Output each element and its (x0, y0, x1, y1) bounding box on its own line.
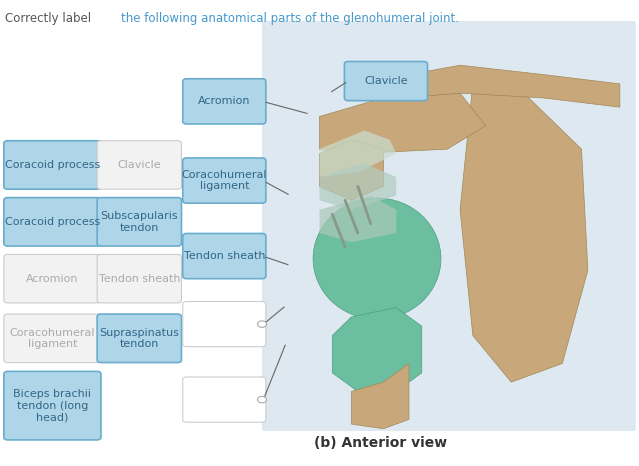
FancyBboxPatch shape (4, 314, 101, 363)
Ellipse shape (313, 198, 441, 319)
Text: Clavicle: Clavicle (118, 160, 161, 170)
Text: Coracohumeral
ligament: Coracohumeral ligament (181, 170, 267, 192)
FancyBboxPatch shape (4, 371, 101, 440)
FancyBboxPatch shape (97, 198, 181, 246)
Text: Tendon sheath: Tendon sheath (98, 274, 180, 284)
FancyBboxPatch shape (4, 254, 101, 303)
Text: Coracoid process: Coracoid process (4, 160, 100, 170)
FancyBboxPatch shape (183, 158, 266, 203)
FancyBboxPatch shape (97, 254, 181, 303)
Text: Coracoid process: Coracoid process (4, 217, 100, 227)
Polygon shape (403, 65, 620, 107)
FancyBboxPatch shape (183, 233, 266, 279)
FancyBboxPatch shape (262, 21, 636, 431)
Text: Tendon sheath: Tendon sheath (183, 251, 265, 261)
Text: Clavicle: Clavicle (364, 76, 408, 86)
FancyBboxPatch shape (4, 198, 101, 246)
Polygon shape (351, 363, 409, 429)
FancyBboxPatch shape (183, 302, 266, 347)
Polygon shape (320, 196, 396, 242)
Text: Biceps brachii
tendon (long
head): Biceps brachii tendon (long head) (13, 389, 91, 422)
FancyBboxPatch shape (183, 377, 266, 422)
Polygon shape (320, 130, 396, 177)
Text: the following anatomical parts of the glenohumeral joint.: the following anatomical parts of the gl… (121, 12, 459, 25)
FancyBboxPatch shape (344, 62, 427, 101)
FancyBboxPatch shape (97, 141, 181, 189)
Text: Coracohumeral
ligament: Coracohumeral ligament (10, 328, 95, 349)
Circle shape (258, 321, 266, 327)
FancyBboxPatch shape (4, 141, 101, 189)
Text: Supraspinatus
tendon: Supraspinatus tendon (100, 328, 179, 349)
Text: Correctly label: Correctly label (5, 12, 95, 25)
Text: Acromion: Acromion (26, 274, 79, 284)
FancyBboxPatch shape (97, 314, 181, 363)
Polygon shape (320, 93, 486, 154)
Text: Acromion: Acromion (198, 96, 250, 106)
Polygon shape (460, 84, 588, 382)
FancyBboxPatch shape (183, 79, 266, 124)
Polygon shape (320, 140, 383, 200)
Circle shape (258, 396, 266, 403)
Polygon shape (332, 308, 422, 391)
Text: (b) Anterior view: (b) Anterior view (314, 436, 447, 450)
Text: Subscapularis
tendon: Subscapularis tendon (100, 211, 178, 233)
Polygon shape (320, 163, 396, 210)
